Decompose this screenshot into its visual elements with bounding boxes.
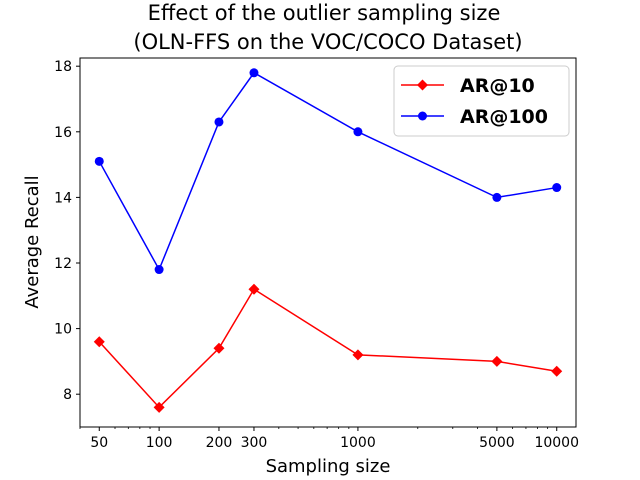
point-ar10 [551,365,563,377]
y-tick-label: 8 [63,387,72,403]
legend-marker-ar10 [417,79,428,91]
point-ar10 [93,336,105,348]
x-tick-label: 100 [146,435,173,451]
point-ar100 [154,265,164,275]
point-ar10 [153,401,165,413]
ticks-layer: 8 10 12 14 16 18 50 100 200 300 1000 5000 10000 [54,59,579,451]
y-tick-label: 10 [54,322,72,338]
series-layer [93,68,563,413]
legend-marker-ar100 [418,111,427,121]
point-ar10 [352,349,364,361]
point-ar100 [353,127,363,137]
legend: AR@10 AR@100 [393,65,570,137]
x-tick-label: 1000 [340,435,376,451]
legend-frame [393,65,570,137]
point-ar100 [214,117,224,127]
y-tick-label: 12 [54,256,72,272]
x-tick-label: 10000 [534,435,579,451]
y-tick-label: 16 [54,125,72,141]
x-tick-label: 200 [206,435,233,451]
legend-label-ar10: AR@10 [460,75,535,97]
point-ar100 [249,68,259,78]
chart-title-line-2: (OLN-FFS on the VOC/COCO Dataset) [133,30,522,54]
point-ar100 [552,183,562,193]
x-tick-label: 5000 [479,435,515,451]
point-ar10 [491,355,503,367]
y-axis-label: Average Recall [22,175,43,308]
point-ar10 [248,283,260,295]
point-ar100 [94,156,104,166]
plot-frame [79,57,577,428]
y-tick-label: 18 [54,59,72,75]
y-tick-label: 14 [54,190,72,206]
x-axis-label: Sampling size [266,456,391,477]
x-tick-label: 50 [90,435,108,451]
point-ar100 [492,192,502,202]
point-ar10 [213,342,225,354]
chart-title-line-1: Effect of the outlier sampling size [148,1,501,25]
series-line-ar10 [98,288,557,409]
legend-label-ar100: AR@100 [460,106,548,128]
x-tick-label: 300 [241,435,268,451]
